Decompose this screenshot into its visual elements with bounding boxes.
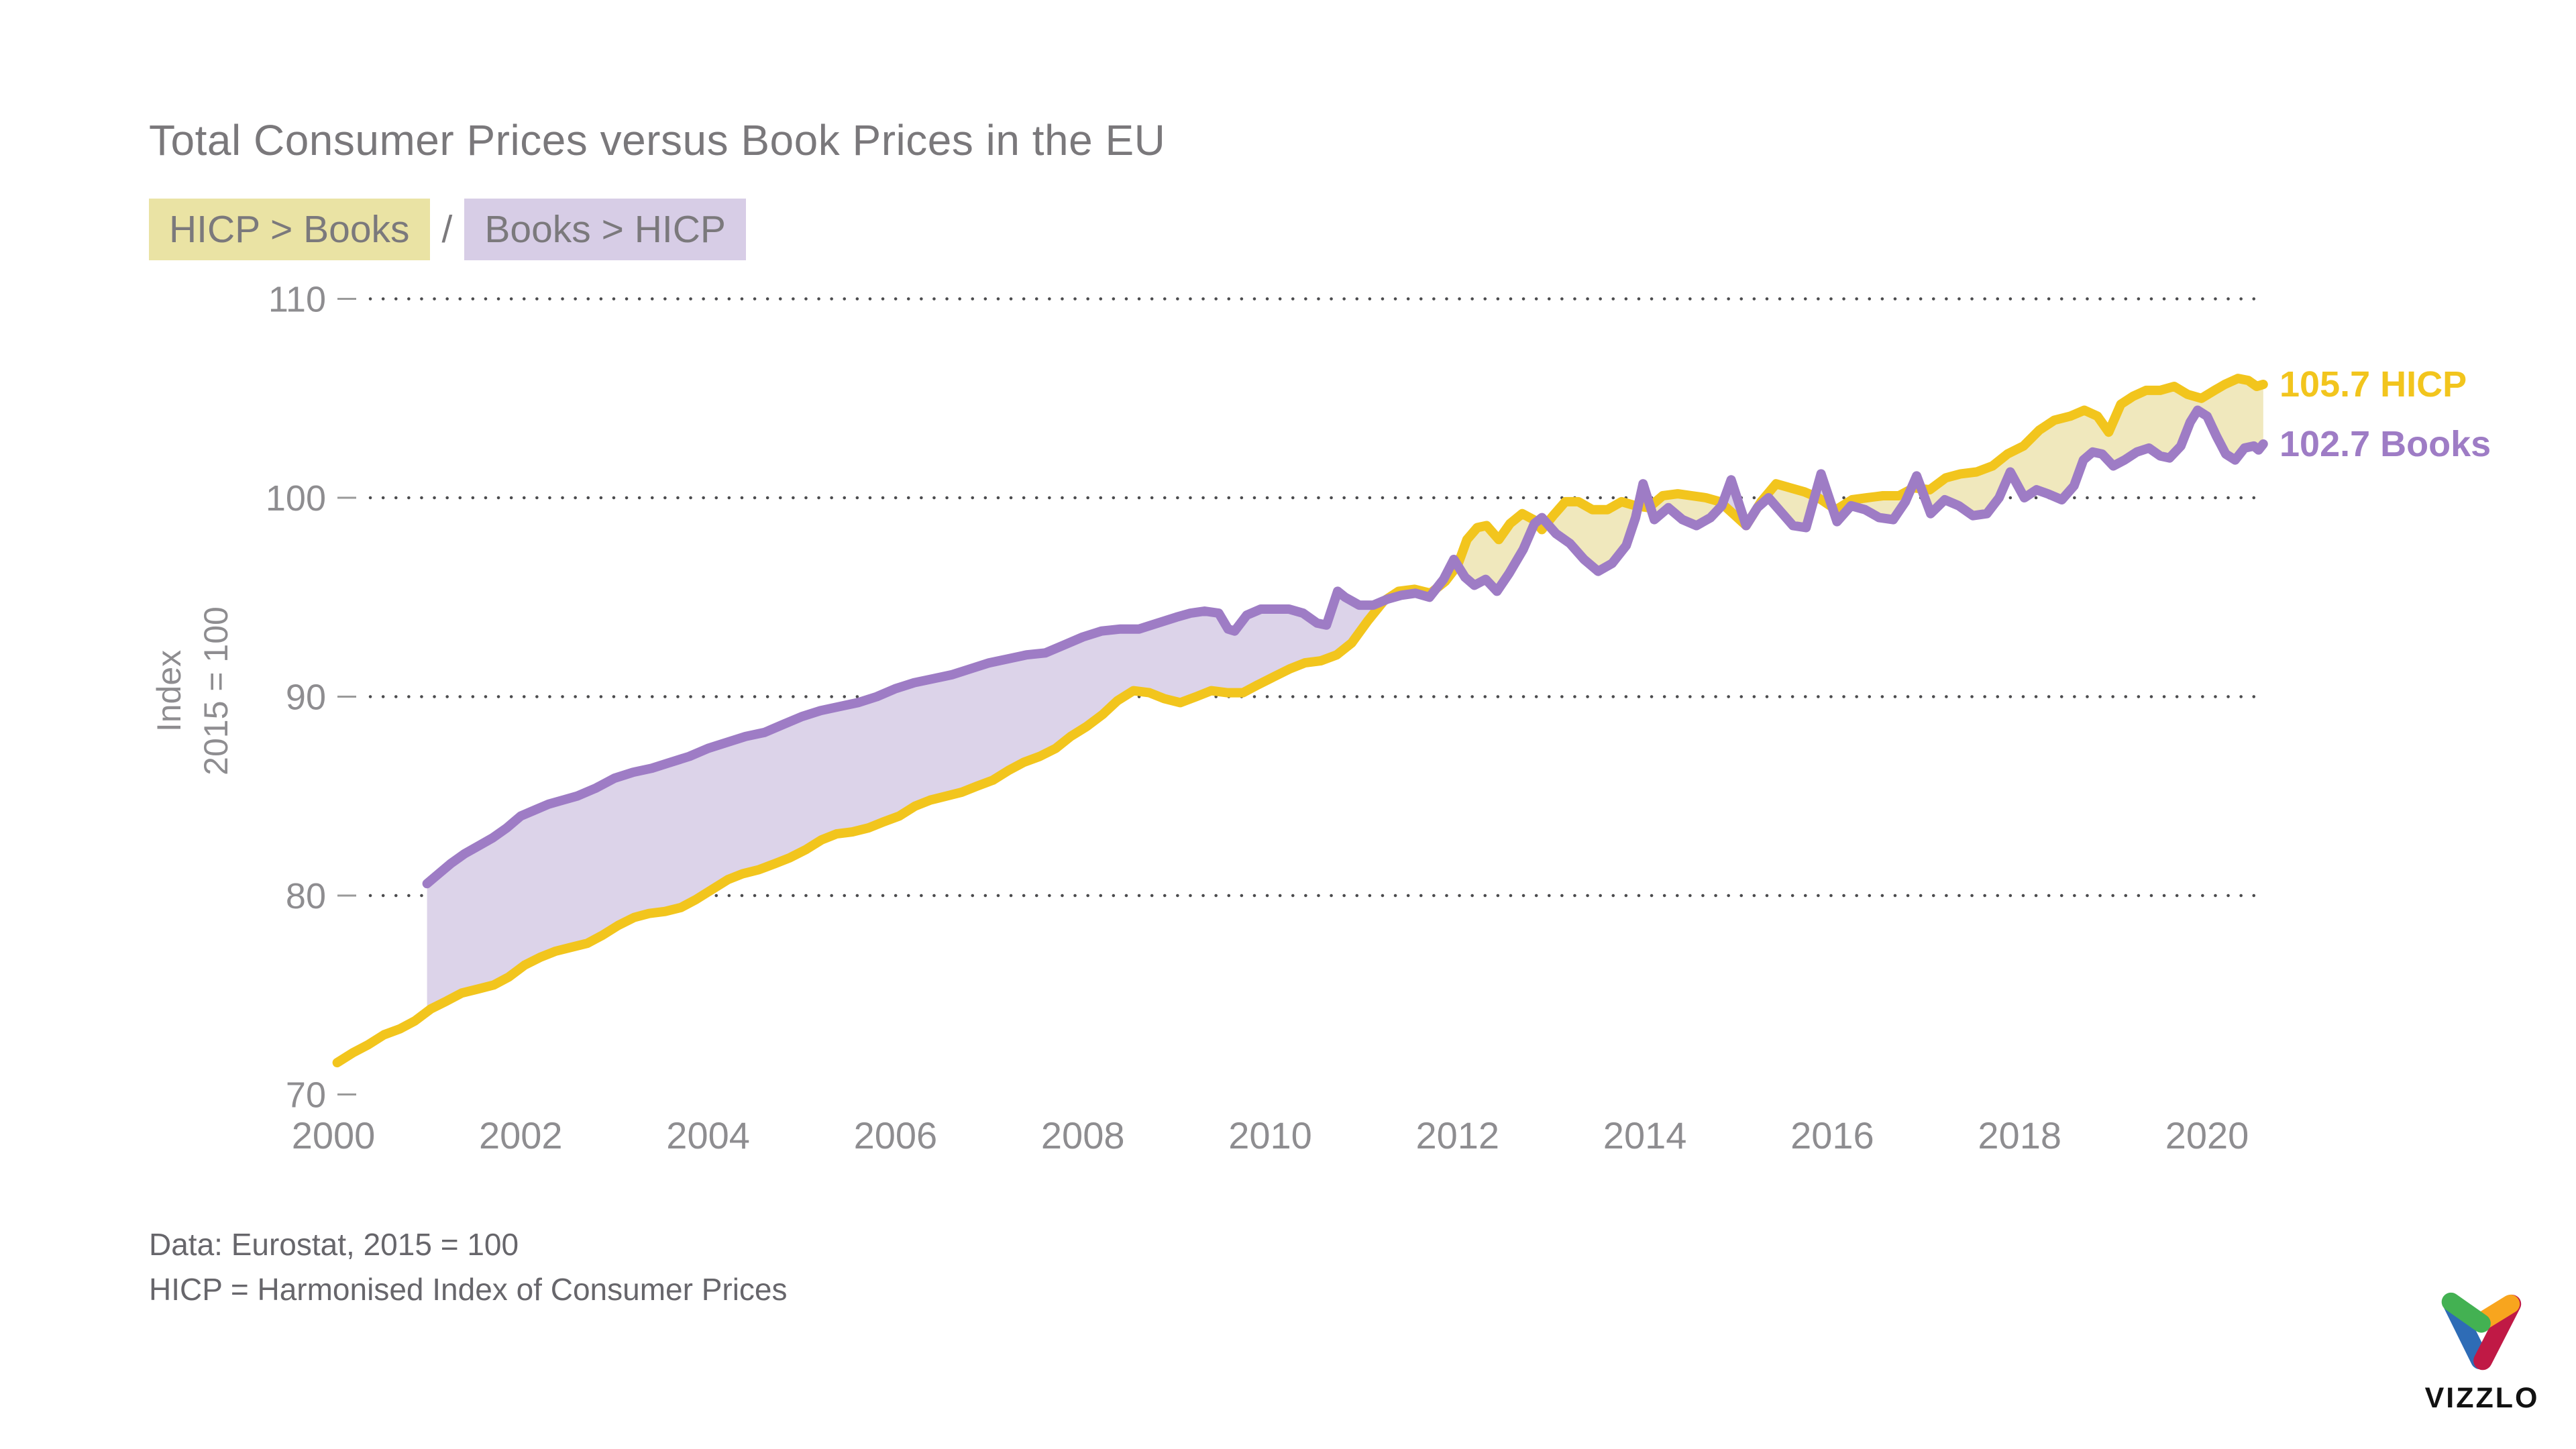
hicp-end-label: 105.7 HICP (2279, 364, 2467, 405)
x-tick-label: 2016 (1790, 1114, 1874, 1157)
x-tick-label: 2020 (2165, 1114, 2249, 1157)
x-tick-label: 2004 (666, 1114, 750, 1157)
x-tick-label: 2010 (1228, 1114, 1312, 1157)
y-tick-label: 110 (268, 280, 326, 320)
x-tick-label: 2006 (854, 1114, 938, 1157)
y-tick-label: 90 (286, 678, 326, 718)
x-tick-label: 2000 (292, 1114, 376, 1157)
legend-separator: / (441, 208, 453, 251)
x-tick-label: 2008 (1041, 1114, 1125, 1157)
chart-footnote: Data: Eurostat, 2015 = 100 HICP = Harmon… (149, 1222, 788, 1312)
books-line (422, 405, 2268, 889)
page-title: Total Consumer Prices versus Book Prices… (149, 116, 1166, 164)
footnote-source: Data: Eurostat, 2015 = 100 (149, 1227, 519, 1262)
vizzlo-logo-text: VIZZLO (2424, 1382, 2540, 1414)
x-tick-label: 2012 (1416, 1114, 1500, 1157)
hicp-line (332, 374, 2268, 1068)
x-tick-label: 2018 (1978, 1114, 2061, 1157)
between-series-fills (427, 378, 2263, 1012)
x-tick-label: 2002 (479, 1114, 563, 1157)
vizzlo-logo-icon (2441, 1292, 2521, 1371)
y-tick-label: 80 (286, 876, 326, 916)
y-tick-label: 100 (266, 478, 326, 519)
legend-badge-books-above[interactable]: Books > HICP (464, 199, 746, 260)
y-tick-label: 70 (286, 1075, 326, 1116)
gridlines: 70 80 90 100 110 (266, 280, 2266, 1116)
footnote-definition: HICP = Harmonised Index of Consumer Pric… (149, 1272, 788, 1307)
x-tick-label: 2014 (1603, 1114, 1687, 1157)
legend: HICP > Books / Books > HICP (149, 199, 746, 260)
legend-badge-hicp-above[interactable]: HICP > Books (149, 199, 430, 260)
x-axis-labels: 2000 2002 2004 2006 2008 2010 2012 2014 2016 2018… (292, 1114, 2249, 1157)
vizzlo-logo: VIZZLO (2415, 1288, 2549, 1415)
hicp-above-fill (1921, 378, 2263, 516)
books-end-label: 102.7 Books (2279, 423, 2491, 464)
